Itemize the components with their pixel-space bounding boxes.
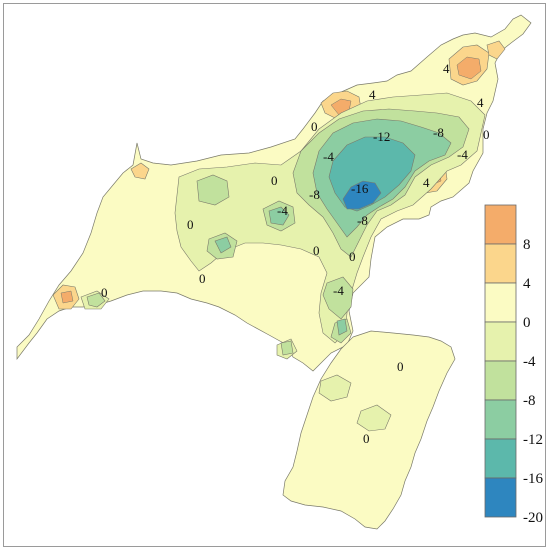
legend-swatch (484, 399, 517, 440)
contour-label: 0 (349, 249, 356, 264)
contour-label: 4 (477, 95, 484, 110)
legend-colorbar: 8 4 0 -4 -8 -12 -16 -20 (484, 204, 543, 526)
contour-label: -8 (433, 125, 444, 140)
legend-label: -12 (523, 432, 543, 448)
contour-label: -4 (323, 149, 334, 164)
contour-label: -4 (277, 203, 288, 218)
contour-label: 0 (199, 271, 206, 286)
contour-label: 0 (313, 243, 320, 258)
legend-label: 8 (523, 237, 531, 253)
contour-label: 4 (369, 87, 376, 102)
contour-label: -16 (351, 181, 369, 196)
contour-label: -8 (357, 213, 368, 228)
legend-label: -8 (523, 393, 536, 409)
contour-label: 0 (271, 173, 278, 188)
landmass (16, 14, 532, 530)
contour-label: 0 (187, 217, 194, 232)
legend-label: 0 (523, 315, 531, 331)
contour-label: -4 (333, 283, 344, 298)
legend-swatch (484, 243, 517, 284)
legend-swatch (484, 438, 517, 479)
legend-swatch (484, 477, 517, 518)
legend-label: -16 (523, 471, 543, 487)
legend-label: 4 (523, 276, 531, 292)
contour-label: 4 (423, 175, 430, 190)
contour-label: 0 (483, 127, 490, 142)
contour-label: 0 (397, 359, 404, 374)
legend-label: -20 (523, 510, 543, 526)
map-frame: 4 4 4 0 -12 -8 0 -4 -4 -16 4 0 -8 -4 -8 … (3, 3, 546, 547)
contour-label: 0 (311, 119, 318, 134)
contour-label: 0 (363, 431, 370, 446)
contour-label: 0 (101, 285, 108, 300)
contour-label: -12 (373, 129, 390, 144)
legend-label: -4 (523, 354, 536, 370)
contour-label: -8 (309, 187, 320, 202)
legend-swatch (484, 204, 517, 245)
negative-20-core (342, 180, 382, 210)
legend-swatch (484, 360, 517, 401)
contour-label: 4 (443, 61, 450, 76)
contour-label: -4 (457, 147, 468, 162)
legend-swatch (484, 282, 517, 323)
legend-swatch (484, 321, 517, 362)
contour-labels: 4 4 4 0 -12 -8 0 -4 -4 -16 4 0 -8 -4 -8 … (101, 61, 490, 446)
contour-map: 4 4 4 0 -12 -8 0 -4 -4 -16 4 0 -8 -4 -8 … (16, 14, 543, 530)
